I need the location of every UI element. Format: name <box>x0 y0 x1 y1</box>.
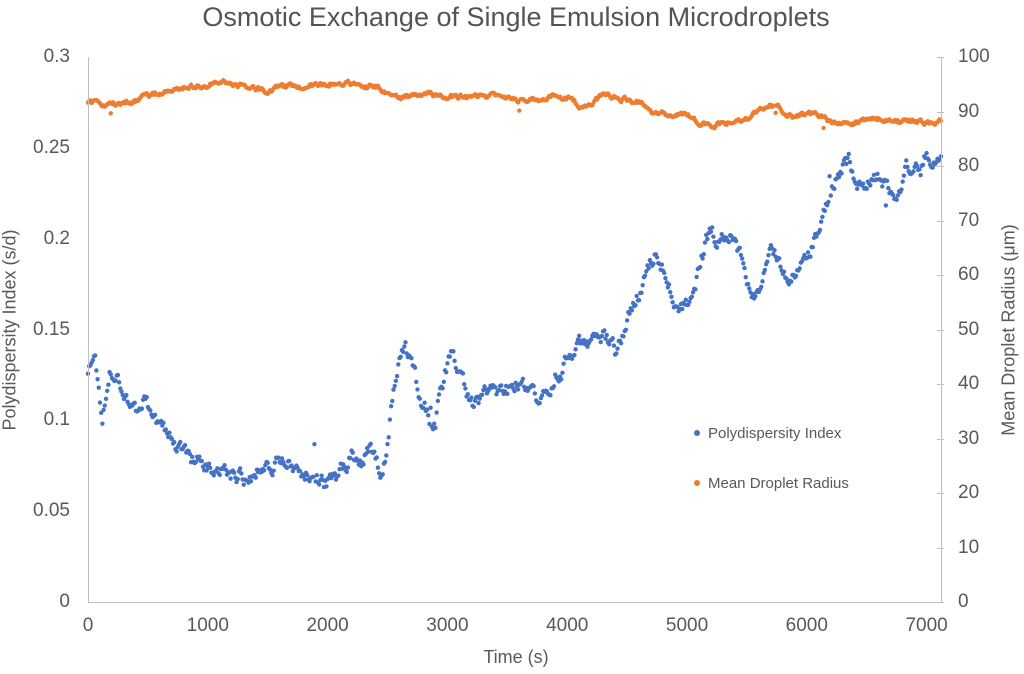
x-axis-line <box>88 602 942 603</box>
y-axis-right-tick-label: 20 <box>958 482 980 503</box>
y-axis-right-tick-label: 50 <box>958 318 980 340</box>
x-axis-tick-label: 0 <box>82 615 94 636</box>
x-axis-tick-label: 3000 <box>426 615 469 636</box>
x-axis-tick-label: 4000 <box>546 615 589 636</box>
y-axis-right-tick-mark <box>937 438 944 440</box>
y-axis-left-tick-label: 0.3 <box>43 46 70 67</box>
y-axis-right-tick-mark <box>937 329 944 331</box>
x-axis-tick-label: 7000 <box>905 615 948 636</box>
y-axis-left-tick-label: 0.1 <box>43 409 70 431</box>
y-axis-right-tick-mark <box>937 220 944 222</box>
y-axis-right-tick-mark <box>937 166 944 167</box>
legend-marker-dot <box>694 430 700 436</box>
y-axis-right-tick-mark <box>937 384 944 385</box>
legend-item: Mean Droplet Radius <box>694 473 849 493</box>
y-axis-right-tick-mark <box>937 493 944 494</box>
y-axis-left-line <box>88 57 89 603</box>
y-axis-left-tick-label: 0.05 <box>33 500 70 522</box>
y-axis-left-tick-label: 0.2 <box>43 227 70 249</box>
legend: Polydispersity Index Mean Droplet Radius <box>694 423 849 523</box>
legend-marker-dot <box>694 480 700 486</box>
legend-item-label: Polydispersity Index <box>708 424 842 442</box>
y-axis-right-tick-mark <box>937 547 944 549</box>
y-axis-right-tick-mark <box>937 57 944 58</box>
chart-title: Osmotic Exchange of Single Emulsion Micr… <box>202 2 830 32</box>
x-axis-title: Time (s) <box>483 647 549 667</box>
y-axis-right-tick-label: 80 <box>958 155 980 176</box>
x-axis-tick-label: 1000 <box>186 615 229 636</box>
y-axis-right-tick-label: 90 <box>958 100 980 122</box>
y-axis-left-tick-label: 0.25 <box>33 136 70 158</box>
y-axis-right-tick-label: 40 <box>958 373 980 394</box>
legend-item-label: Mean Droplet Radius <box>708 474 849 492</box>
x-axis-tick-label: 2000 <box>306 615 349 636</box>
legend-item: Polydispersity Index <box>694 423 849 443</box>
y-axis-right-tick-label: 100 <box>958 46 990 67</box>
y-axis-right-tick-mark <box>937 275 944 276</box>
x-axis-tick-label: 5000 <box>665 615 709 636</box>
y-axis-right-tick-label: 10 <box>958 536 980 558</box>
y-axis-right-tick-mark <box>937 602 944 603</box>
y-axis-right-tick-label: 0 <box>958 591 969 612</box>
y-axis-left-tick-label: 0 <box>59 591 70 612</box>
y-axis-right-tick-mark <box>937 111 944 113</box>
x-axis-tick-label: 6000 <box>785 615 828 636</box>
y-axis-left-tick-label: 0.15 <box>33 318 70 340</box>
y-axis-right-tick-label: 70 <box>958 209 980 231</box>
y-axis-right-tick-label: 30 <box>958 427 980 449</box>
y-axis-right-tick-label: 60 <box>958 264 980 285</box>
